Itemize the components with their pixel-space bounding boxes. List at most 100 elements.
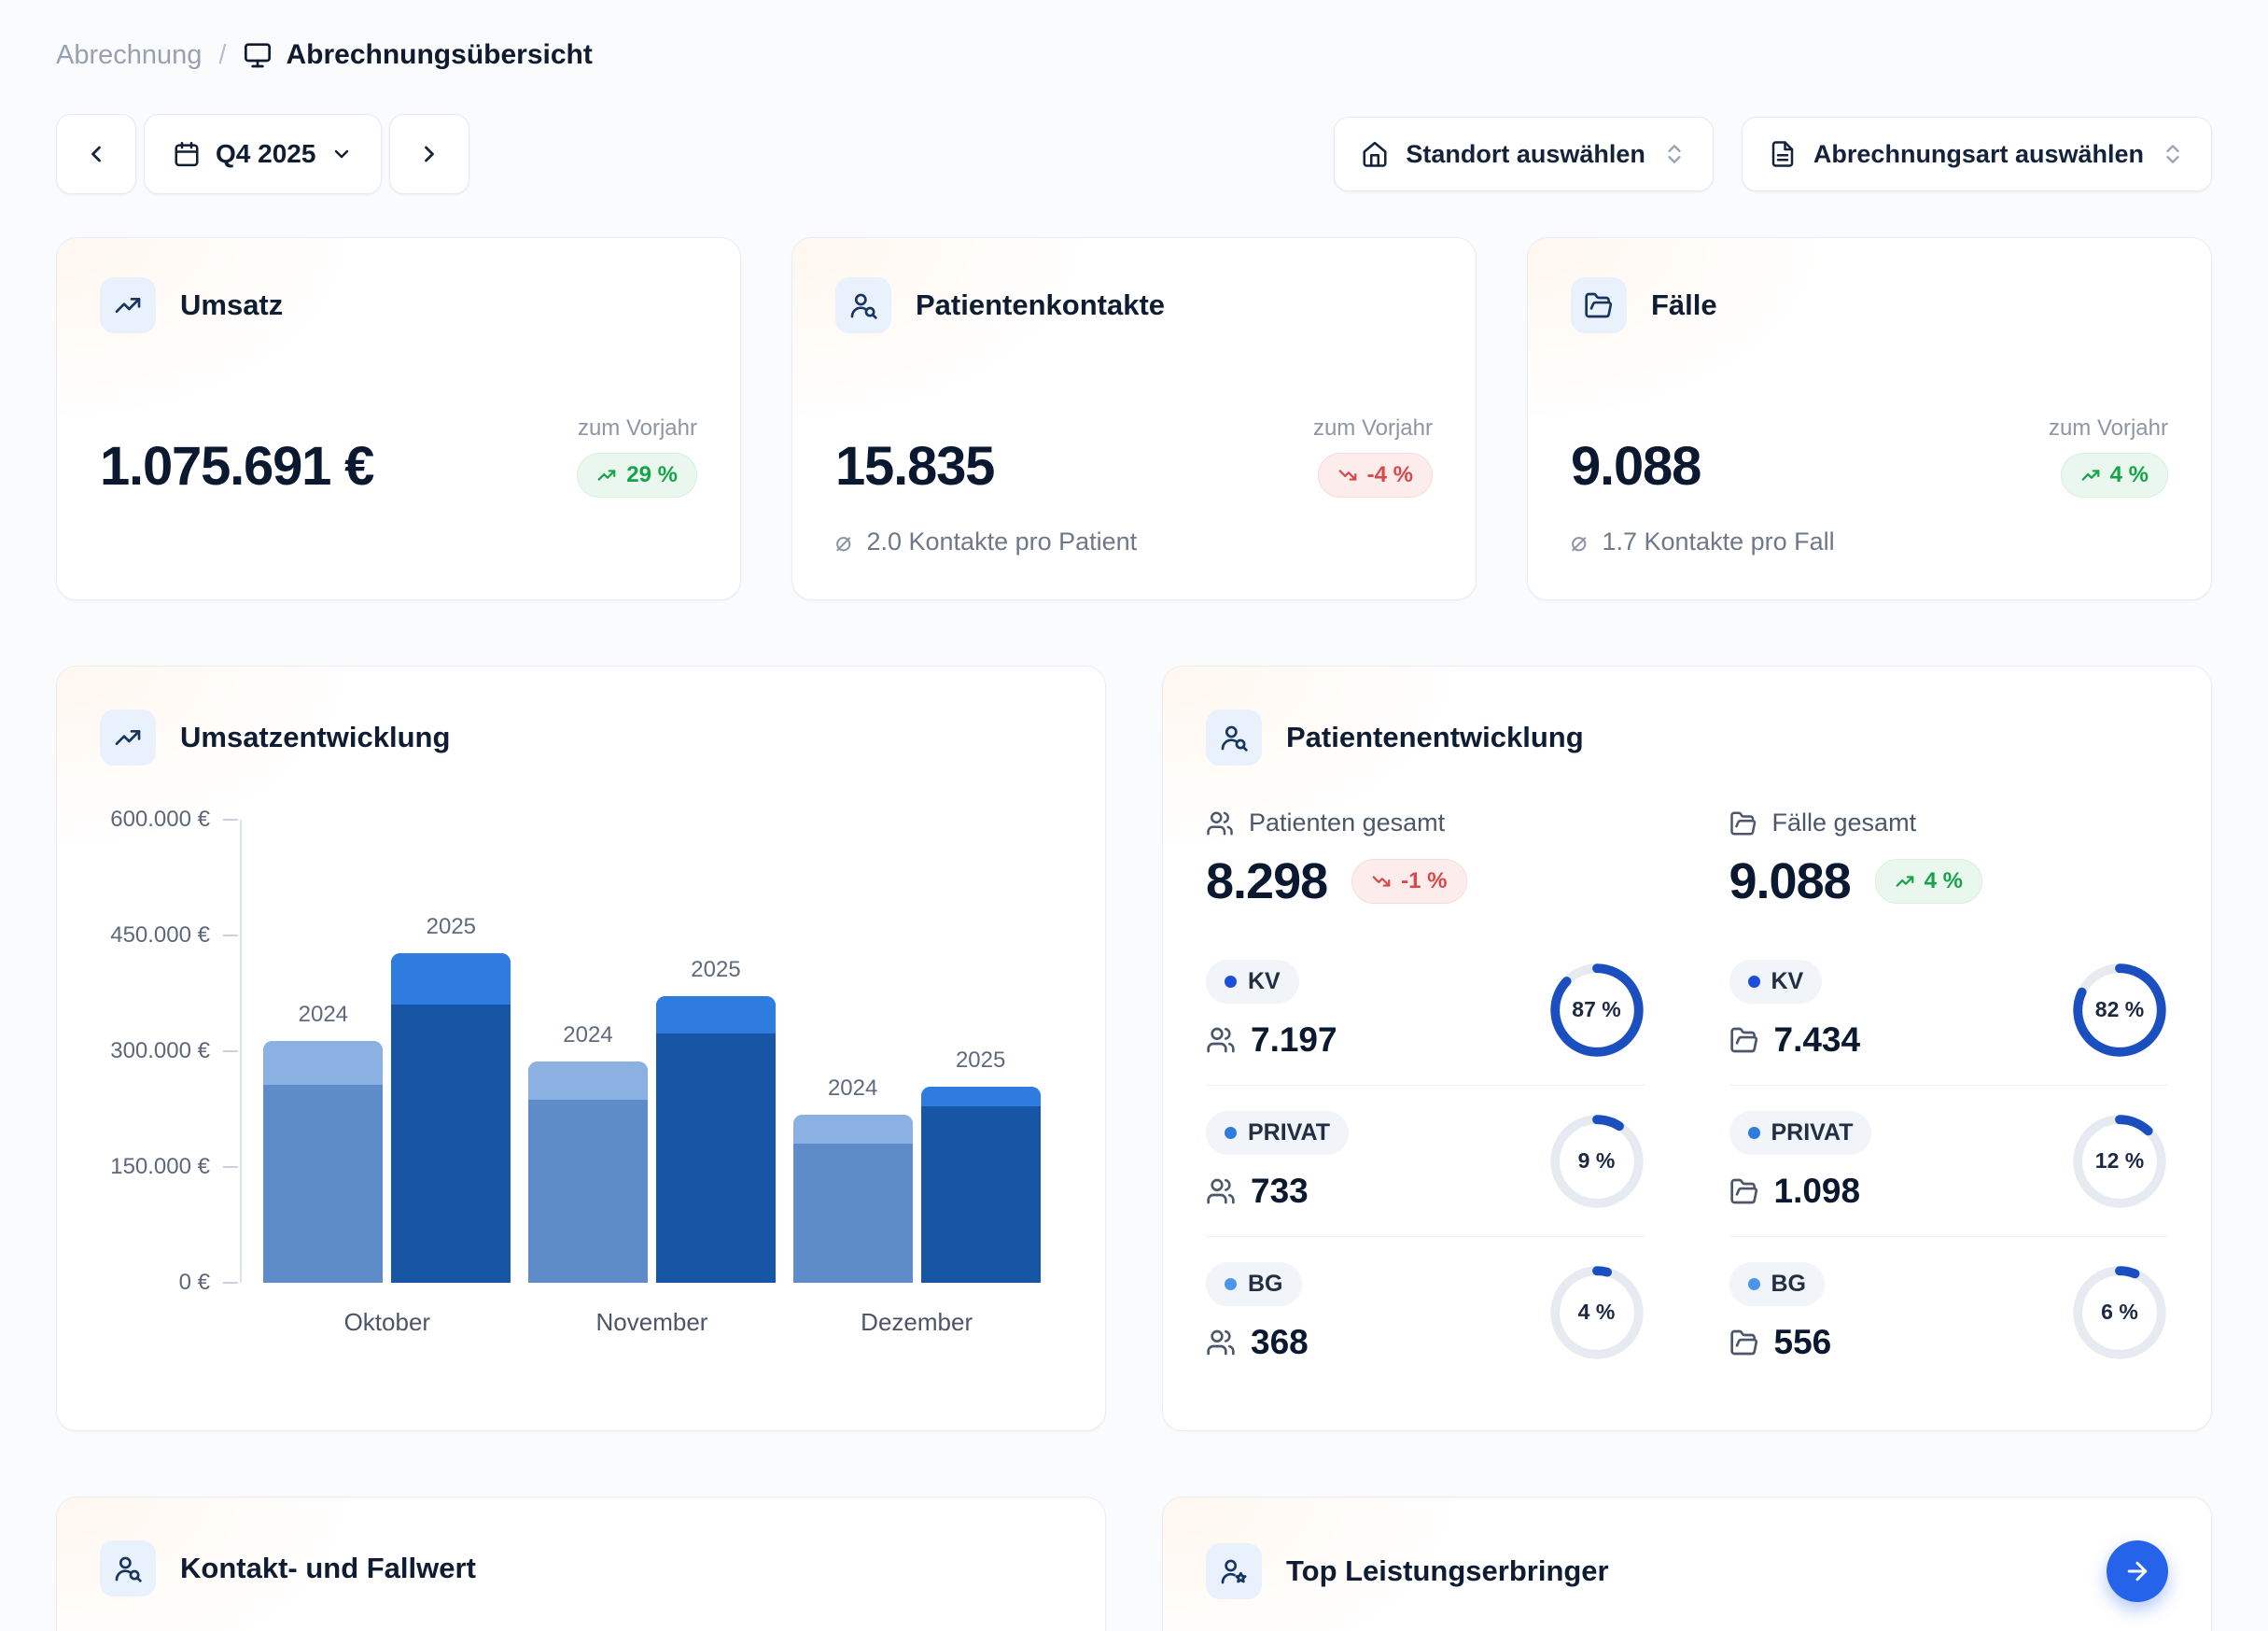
donut-svg [2073,1265,2166,1359]
bar-2025-November: 2025 [655,820,776,1283]
card-title: Patientenkontakte [916,288,1166,321]
compare-label: zum Vorjahr [2048,415,2168,441]
delta-value: 29 % [626,462,678,487]
x-axis-label: Oktober [343,1308,431,1336]
row-number: 368 [1251,1323,1309,1361]
revenue-bar-chart: 0 €150.000 €300.000 €450.000 €600.000 € … [100,807,1062,1336]
next-period-button[interactable] [389,114,470,194]
category-chip: BG [1206,1262,1302,1306]
card-header: Top Leistungserbringer [1206,1540,2168,1602]
kpi-compare: zum Vorjahr -4 % [1313,415,1433,498]
row-left: KV 7.434 [1729,960,1860,1060]
card-header: Kontakt- und Fallwert [100,1540,1062,1596]
y-tick-mark [223,1282,238,1284]
period-select-button[interactable]: Q4 2025 [144,114,383,194]
bar-series-label: 2025 [691,956,741,982]
bar[interactable] [527,1061,648,1283]
y-axis: 0 € 150.000 € 300.000 € 450.000 € 600.000 € [100,807,240,1295]
average-icon: ⌀ [835,527,852,557]
bar-2024-November: 2024 [527,820,648,1283]
breadcrumb-current: Abrechnungsübersicht [243,39,593,71]
kpi-compare: zum Vorjahr 29 % [577,415,697,498]
patientenentwicklung-card: Patientenentwicklung Patienten gesamt 8.… [1162,666,2212,1431]
kpi-value-row: 9.088 zum Vorjahr 4 % [1571,415,2168,498]
folder-open-icon [1571,277,1627,333]
trend-down-icon [1337,465,1358,485]
compare-label: zum Vorjahr [577,415,697,441]
bar-series-label: 2024 [827,1075,878,1101]
bar[interactable] [263,1041,384,1283]
card-header: Umsatz [100,277,697,333]
bar-series-label: 2025 [426,914,477,939]
bar-2024-Oktober: 2024 [263,820,384,1283]
bar-group-Oktober: 2024 2025 Oktober [263,820,511,1336]
delta-badge: 29 % [577,453,697,498]
cases-total-row: 9.088 4 % [1729,852,2169,910]
kpi-subtext: ⌀ 2.0 Kontakte pro Patient [835,526,1433,558]
bar-cap-segment [527,1061,648,1100]
bg-dot [1225,1278,1237,1290]
kpi-value-row: 1.075.691 € zum Vorjahr 29 % [100,415,697,498]
cases-breakdown: KV 7.434 82 % [1729,935,2168,1387]
card-title: Fälle [1651,288,1717,321]
row-number: 556 [1773,1323,1832,1361]
category-chip: KV [1729,960,1823,1004]
users-icon [1206,1025,1236,1055]
cases-column-header: Fälle gesamt [1729,808,2169,837]
row-left: PRIVAT 733 [1206,1111,1349,1211]
previous-period-button[interactable] [56,114,136,194]
privat-share-donut: 9 % [1548,1113,1645,1210]
trending-up-icon [100,710,156,766]
bar-series-label: 2024 [298,1002,349,1028]
kv-dot [1747,976,1760,988]
donut-percentage: 87 % [1572,997,1621,1021]
chevrons-up-down-icon [1662,142,1687,166]
donut-percentage: 12 % [2094,1148,2145,1173]
chip-label: KV [1771,968,1804,994]
breadcrumb-parent[interactable]: Abrechnung [56,39,203,70]
cases-column: Fälle gesamt 9.088 4 % [1729,808,2169,1387]
monitor-icon [243,40,273,70]
bar-2024-Dezember: 2024 [792,820,913,1283]
bar-cap-segment [920,1087,1041,1107]
kpi-card-patientenkontakte: Patientenkontakte 15.835 zum Vorjahr -4 … [791,237,1477,600]
trend-up-icon [596,465,617,485]
bar-series-label: 2024 [563,1021,613,1047]
bar[interactable] [655,995,776,1283]
bar[interactable] [391,953,511,1283]
x-axis-label: November [595,1308,708,1336]
breakdown-row-privat: PRIVAT 733 9 % [1206,1085,1645,1236]
chip-label: PRIVAT [1771,1119,1854,1146]
bar[interactable] [792,1114,913,1283]
cases-total: 9.088 [1729,853,1852,909]
location-select[interactable]: Standort auswählen [1334,117,1714,191]
bar[interactable] [920,1087,1041,1283]
kpi-subtext: ⌀ 1.7 Kontakte pro Fall [1571,526,2168,558]
row-value: 368 [1206,1323,1309,1362]
view-all-providers-button[interactable] [2107,1540,2168,1602]
billing-type-select[interactable]: Abrechnungsart auswählen [1741,117,2212,191]
billing-type-select-label: Abrechnungsart auswählen [1813,139,2144,168]
bottom-row: Kontakt- und Fallwert Umsatz pro Kontakt… [56,1497,2212,1631]
card-title: Patientenentwicklung [1286,721,1584,753]
bar-group-November: 2024 2025 November [527,820,776,1336]
chevrons-up-down-icon [2161,142,2185,166]
row-number: 7.197 [1251,1020,1337,1059]
patients-column-header: Patienten gesamt [1206,808,1645,837]
trending-up-icon [100,277,156,333]
donut-svg [2073,963,2166,1057]
breakdown-row-bg: BG 368 4 % [1206,1236,1645,1387]
chip-label: PRIVAT [1248,1119,1330,1146]
row-value: 1.098 [1729,1172,1872,1211]
delta-value: -4 % [1366,462,1413,487]
bar-group-Dezember: 2024 2025 Dezember [792,820,1041,1336]
breadcrumb: Abrechnung / Abrechnungsübersicht [56,39,2212,71]
users-icon [1206,1328,1236,1357]
y-tick-mark [223,1166,238,1168]
privat-dot [1225,1127,1237,1139]
trend-up-icon [2080,465,2101,485]
kpi-card-umsatz: Umsatz 1.075.691 € zum Vorjahr 29 % [56,237,741,600]
patient-development-grid: Patienten gesamt 8.298 -1 % [1206,808,2168,1387]
middle-row: Umsatzentwicklung 0 € 150.000 € 300.000 € 4… [56,666,2212,1431]
